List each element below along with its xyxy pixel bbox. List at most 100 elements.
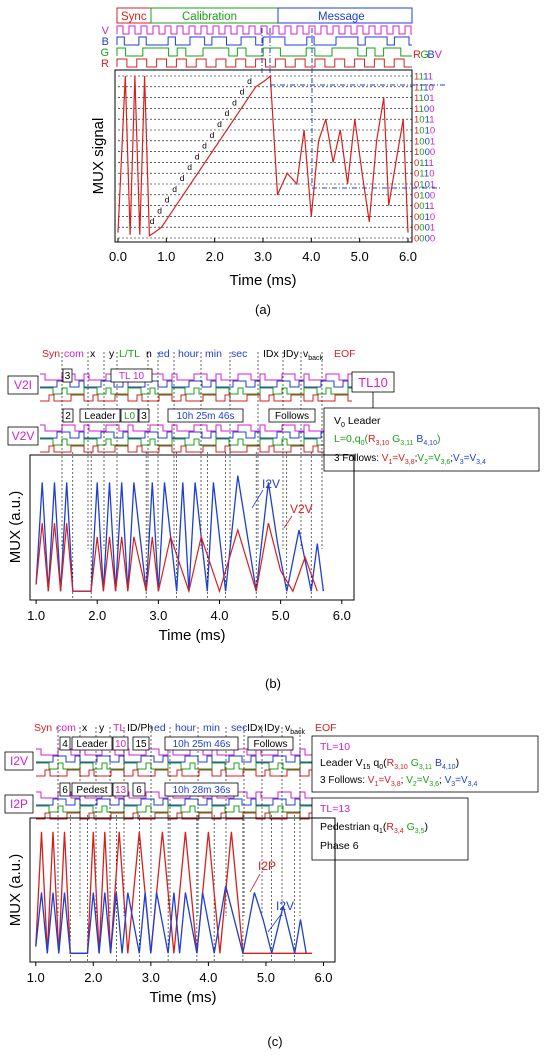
- field-boxes: 4 Leader 10 15 10h 25m 46s Follows 6 Pedest 13 6 1…: [59, 736, 294, 797]
- field-box-label: 6: [136, 785, 142, 796]
- field-box: [247, 736, 294, 751]
- level-code: 1000: [414, 147, 435, 158]
- field-box: [132, 782, 146, 797]
- x-tick-label: 4.0: [302, 249, 320, 264]
- header-label: com: [64, 348, 84, 360]
- row-label-i2p: I2P: [10, 797, 28, 811]
- x-axis-label: Time (ms): [159, 627, 226, 644]
- x-tick-label: 5.0: [257, 970, 275, 985]
- caption-c: (c): [267, 1034, 282, 1049]
- x-tick-label: 1.0: [157, 249, 175, 264]
- field-box: [138, 408, 150, 423]
- rgbv-letter: V: [435, 49, 443, 61]
- x-tick-label: 1.0: [27, 970, 45, 985]
- header-label: EOF: [334, 348, 356, 360]
- x-tick-label: 4.0: [199, 970, 217, 985]
- level-code: 0010: [414, 212, 435, 223]
- signal-wave: [36, 805, 312, 813]
- field-box-label: Follows: [254, 739, 288, 750]
- header-label: hour: [175, 722, 197, 734]
- channel-wave: [116, 58, 412, 68]
- info2-line-2: Pedestrian q1(R3,4 G3,5): [320, 821, 428, 835]
- x-tick-label: 6.0: [399, 249, 417, 264]
- x-axis-ticks: 1.0 2.0 3.0 4.0 5.0 6.0: [27, 600, 351, 623]
- signal-wave: [36, 812, 312, 820]
- header-label: y: [109, 348, 115, 360]
- step-label: d: [180, 173, 185, 183]
- level-code: 1001: [414, 136, 435, 147]
- field-box: [62, 408, 74, 423]
- header-label: x: [90, 348, 96, 360]
- header-label: IDy: [283, 348, 300, 360]
- header-label: y: [99, 722, 105, 734]
- level-code: 0101: [414, 180, 435, 191]
- rgbv-letter: B: [427, 49, 434, 61]
- field-box: [112, 736, 129, 751]
- row-label-box: [7, 375, 39, 395]
- field-boxes: 3 TL 10 2 Leader L0 3 10h 25m 46s Follows: [62, 368, 316, 423]
- field-box-label: 13: [115, 785, 127, 796]
- field-box: [59, 782, 71, 797]
- info2-tl: TL=13: [320, 803, 350, 815]
- field-box: [120, 408, 139, 423]
- channel-label: G: [100, 47, 109, 59]
- header-label: EOF: [315, 722, 337, 734]
- panel-c: Syn com x y TL ID/Ph ed hour min sec IDx IDy vback EO…: [4, 722, 539, 1049]
- field-box: [71, 782, 113, 797]
- signal-wave: [36, 755, 312, 763]
- field-box-label: 3: [65, 371, 71, 382]
- signal-wave: [36, 769, 312, 777]
- header-label: ID/Ph: [127, 722, 153, 734]
- series-line-i2v: [35, 475, 325, 592]
- message-segment-box: [277, 7, 413, 24]
- signal-wave: [36, 762, 312, 770]
- x-tick-label: 2.0: [88, 608, 106, 623]
- info-box-c2: [311, 797, 469, 861]
- signal-rows: [40, 352, 352, 549]
- rgbv-header: R GB V: [413, 49, 443, 61]
- x-axis-ticks: 0.0 1.0 2.0 3.0 4.0 5.0 6.0: [109, 238, 417, 264]
- x-tick-label: 0.0: [109, 249, 127, 264]
- row-label-box: [7, 426, 39, 446]
- sync-segment-label: Sync: [121, 11, 147, 23]
- header-label: vback: [285, 722, 306, 736]
- x-tick-label: 5.0: [351, 249, 369, 264]
- header-label: Syn: [34, 722, 52, 734]
- signal-wave: [40, 424, 352, 432]
- field-box: [164, 736, 239, 751]
- row-label-i2v: I2V: [10, 754, 28, 768]
- header-label: vback: [303, 348, 324, 362]
- series-pointer: [249, 873, 261, 893]
- header-label: ed: [158, 348, 170, 360]
- header-label: L/TL: [119, 348, 140, 360]
- step-label: d: [247, 76, 252, 86]
- info1-tl: TL=10: [320, 741, 350, 753]
- field-box: [59, 736, 71, 751]
- y-axis-label: MUX (a.u.): [7, 854, 24, 927]
- signal-wave: [40, 394, 352, 402]
- signal-wave: [40, 445, 352, 453]
- field-box-label: 10h 25m 46s: [177, 411, 235, 422]
- field-box-label: 10h 25m 46s: [173, 739, 231, 750]
- level-code: 1101: [414, 93, 434, 104]
- step-label: d: [165, 195, 170, 205]
- header-label: sec: [231, 722, 247, 734]
- panel-b: Syn com x y L/TL n ed hour min sec IDx IDy vback EOF …: [7, 348, 540, 691]
- level-code: 1111: [414, 72, 433, 83]
- series-label-v2v: V2V: [290, 502, 313, 516]
- level-code: 1100: [414, 104, 434, 115]
- rgbv-letter: G: [420, 49, 429, 61]
- signal-wave: [40, 387, 352, 395]
- signal-wave: [40, 438, 352, 446]
- field-box: [167, 408, 244, 423]
- step-label: d: [225, 108, 230, 118]
- x-axis-ticks: 1.0 2.0 3.0 4.0 5.0 6.0: [27, 962, 333, 985]
- info1-line-2: Leader V15 q0(R3,10 G3,11 B4,10): [320, 757, 459, 771]
- series-pointer: [283, 515, 293, 529]
- level-code: 0000: [414, 234, 435, 245]
- step-label: d: [195, 151, 200, 161]
- info-line-3: 3 Follows: V1=V3,8;V2=V3,6;V3=V3,4: [334, 453, 486, 466]
